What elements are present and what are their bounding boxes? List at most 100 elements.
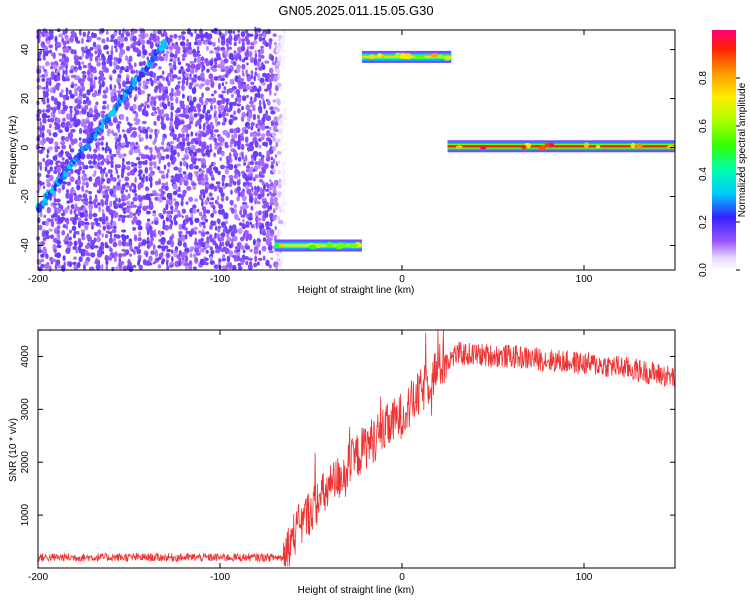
heatmap-cell (224, 49, 229, 56)
heatmap-cell (53, 204, 57, 209)
heatmap-cell (233, 140, 238, 148)
heatmap-cell (189, 219, 194, 226)
heatmap-cell (268, 147, 274, 155)
heatmap-cell (104, 233, 109, 239)
heatmap-cell (56, 225, 61, 230)
heatmap-cell (146, 56, 149, 61)
heatmap-cell (236, 255, 241, 262)
heatmap-cell (270, 120, 275, 127)
heatmap-cell (135, 118, 141, 123)
heatmap-cell (248, 196, 254, 204)
heatmap-cell (243, 56, 249, 61)
heatmap-cell (186, 38, 189, 43)
heatmap-cell (39, 181, 45, 186)
heatmap-cell (55, 45, 58, 51)
heatmap-cell (201, 153, 206, 157)
heatmap-cell (169, 92, 174, 98)
heatmap-cell (265, 109, 269, 117)
heatmap-segment-blob (429, 53, 439, 58)
heatmap-cell (156, 129, 160, 135)
heatmap-cell (105, 264, 109, 271)
heatmap-cell (221, 74, 225, 79)
heatmap-cell (101, 220, 106, 225)
heatmap-cell (44, 45, 49, 53)
heatmap-cell (147, 93, 151, 98)
heatmap-cell (216, 64, 222, 69)
heatmap-cell (232, 116, 238, 121)
heatmap-cell (82, 93, 87, 99)
heatmap-cell (254, 67, 258, 71)
heatmap-cell (239, 77, 245, 82)
heatmap-cell (66, 113, 71, 120)
heatmap-cell (188, 46, 192, 51)
heatmap-cell (120, 261, 125, 265)
heatmap-cell (164, 185, 169, 191)
heatmap-cell (261, 245, 267, 252)
heatmap-cell (170, 240, 175, 248)
heatmap-cell (206, 109, 211, 114)
heatmap-cell (148, 134, 153, 140)
heatmap-cell (188, 95, 193, 101)
heatmap-cell (149, 161, 153, 167)
heatmap-cell (190, 140, 194, 145)
heatmap-cell (181, 215, 184, 219)
heatmap-cell (241, 95, 247, 102)
heatmap-cell (205, 144, 210, 150)
heatmap-cell (92, 84, 96, 89)
heatmap-cell (65, 63, 68, 70)
snr-x-ticks: -200 -100 0 100 (28, 330, 593, 583)
heatmap-cell (199, 258, 205, 266)
heatmap-cell (221, 181, 225, 187)
heatmap-cell (46, 104, 51, 109)
heatmap-cell (257, 128, 261, 132)
heatmap-cell (267, 78, 274, 82)
heatmap-cell (69, 236, 72, 241)
heatmap-cell (86, 252, 91, 257)
heatmap-cell (69, 108, 73, 115)
heatmap-cell (182, 71, 186, 78)
heatmap-cell (113, 225, 117, 230)
heatmap-cell (216, 29, 220, 36)
heatmap-cell (262, 217, 266, 222)
heatmap-cell (209, 50, 214, 54)
heatmap-cell (246, 62, 249, 66)
heatmap-cell (202, 124, 206, 131)
heatmap-cell (121, 229, 127, 233)
heatmap-cell (137, 259, 141, 267)
heatmap-cell (217, 37, 221, 44)
heatmap-cell (193, 226, 199, 231)
heatmap-cell (247, 124, 251, 130)
heatmap-cell (210, 104, 213, 111)
heatmap-cell (200, 231, 206, 237)
heatmap-cell (49, 234, 55, 240)
heatmap-segment-blob (630, 142, 636, 149)
heatmap-cell (88, 165, 94, 169)
heatmap-cell (167, 37, 173, 43)
heatmap-diagonal-cell (57, 177, 64, 184)
heatmap-cell (106, 50, 110, 55)
heatmap-cell (76, 103, 82, 110)
heatmap-cell (262, 255, 266, 261)
heatmap-cell (117, 174, 120, 179)
heatmap-cell (79, 28, 82, 36)
heatmap-cell (138, 134, 141, 139)
heatmap-cell (180, 176, 186, 182)
heatmap-cell (94, 76, 98, 81)
heatmap-cell (45, 253, 49, 259)
heatmap-cell (95, 263, 101, 270)
heatmap-cell (136, 40, 142, 47)
heatmap-cell (240, 214, 246, 218)
heatmap-cell (161, 123, 167, 130)
heatmap-cell (66, 40, 70, 44)
heatmap-cell (200, 72, 205, 79)
heatmap-cell (181, 208, 187, 214)
heatmap-cell (225, 240, 230, 247)
heatmap-cell (233, 133, 238, 139)
heatmap-cell (256, 61, 261, 67)
heatmap-cell (62, 117, 66, 122)
heatmap-cell (160, 214, 165, 220)
heatmap-cell (36, 68, 42, 75)
heatmap-cell (73, 192, 77, 197)
heatmap-cell (48, 79, 52, 87)
heatmap-cell (204, 31, 209, 39)
